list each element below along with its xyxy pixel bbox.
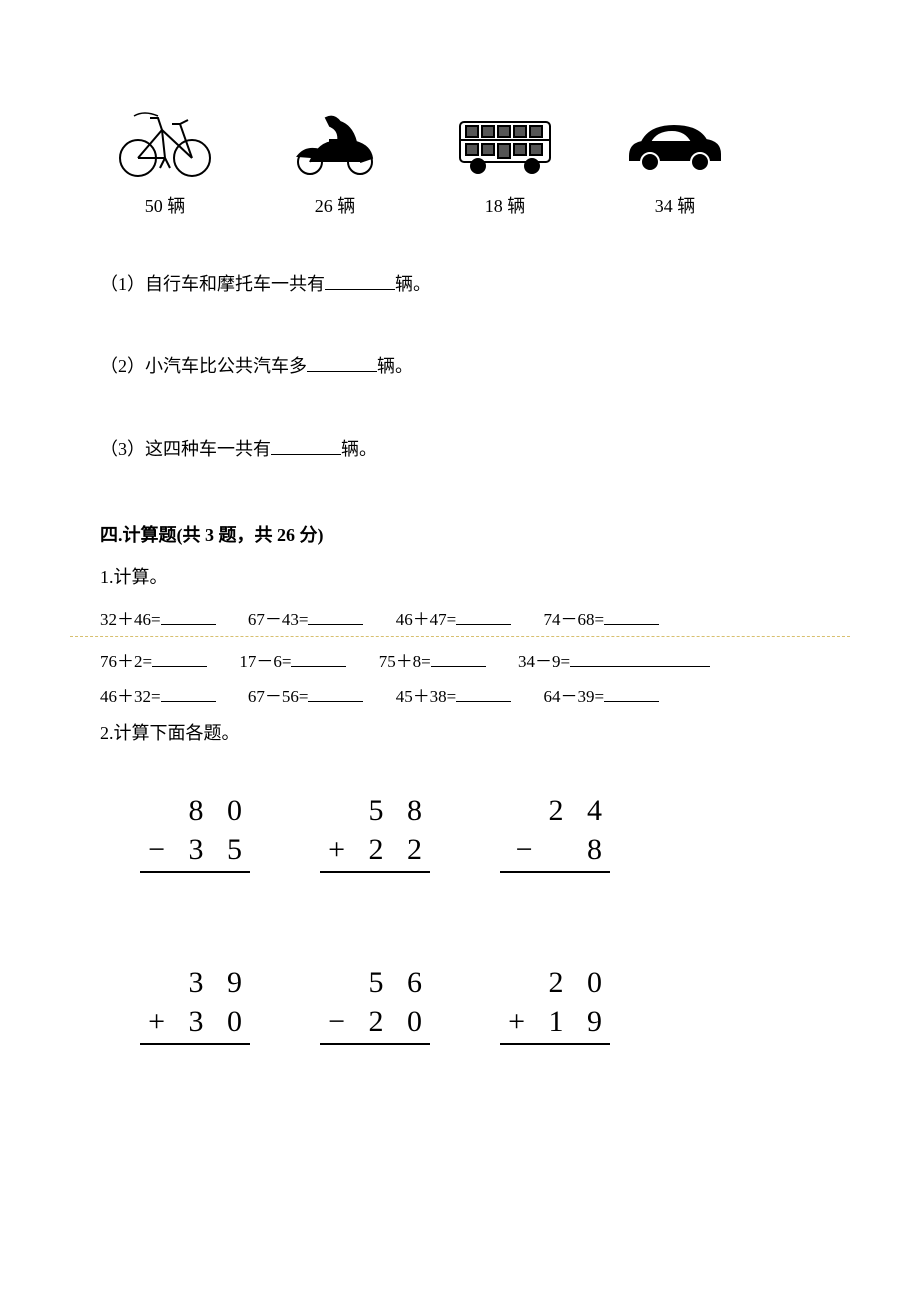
q3-text-b: 辆。 (341, 439, 377, 459)
r3d: 64－39= (544, 687, 605, 706)
r1d: 74－68= (544, 610, 605, 629)
q2-text-b: 辆。 (377, 356, 413, 376)
vprob-2-2: 5 6 − 2 0 (320, 963, 430, 1045)
r1a-blank (161, 608, 216, 625)
vp13-underline (500, 871, 610, 873)
r1d-blank (604, 608, 659, 625)
dotted-divider (70, 636, 850, 637)
q2-text-a: （2）小汽车比公共汽车多 (100, 356, 307, 376)
vp22-top: 5 6 (320, 963, 430, 1002)
scooter-icon (280, 100, 390, 180)
r2a: 76＋2= (100, 652, 152, 671)
vprob-1-2: 5 8 + 2 2 (320, 791, 430, 873)
r1c-blank (456, 608, 511, 625)
bus-label: 18 辆 (485, 192, 526, 218)
question-1: （1）自行车和摩托车一共有 辆。 (100, 268, 820, 300)
vp12-underline (320, 871, 430, 873)
q1-text-b: 辆。 (395, 274, 431, 294)
vertical-set-2: 3 9 + 3 0 5 6 − 2 0 2 0 + 1 9 (100, 963, 820, 1045)
vp21-top: 3 9 (140, 963, 250, 1002)
vehicle-car: 34 辆 (620, 100, 730, 218)
bicycle-icon (110, 100, 220, 180)
vertical-set-1: 8 0 − 3 5 5 8 + 2 2 2 4 − 8 (100, 791, 820, 873)
q1-blank (325, 272, 395, 290)
r3a: 46＋32= (100, 687, 161, 706)
r3b-blank (308, 685, 363, 702)
r2b-blank (291, 650, 346, 667)
r3c: 45＋38= (396, 687, 457, 706)
vp12-top: 5 8 (320, 791, 430, 830)
calc-row-1: 32＋46= 67－43= 46＋47= 74－68= (100, 605, 820, 630)
vp21-underline (140, 1043, 250, 1045)
vprob-1-3: 2 4 − 8 (500, 791, 610, 873)
section4-sub2: 2.计算下面各题。 (100, 715, 820, 751)
r2d-blank (570, 650, 710, 667)
section4-sub1: 1.计算。 (100, 559, 820, 595)
r2a-blank (152, 650, 207, 667)
r3b: 67－56= (248, 687, 309, 706)
r3a-blank (161, 685, 216, 702)
vp22-bot: − 2 0 (320, 1002, 430, 1041)
question-2: （2）小汽车比公共汽车多 辆。 (100, 350, 820, 382)
question-3: （3）这四种车一共有 辆。 (100, 433, 820, 465)
bicycle-label: 50 辆 (145, 192, 186, 218)
section4-title: 四.计算题(共 3 题，共 26 分) (100, 521, 820, 547)
r2c-blank (431, 650, 486, 667)
vp11-top: 8 0 (140, 791, 250, 830)
vp13-bot: − 8 (500, 830, 610, 869)
vp11-underline (140, 871, 250, 873)
car-icon (620, 100, 730, 180)
r3d-blank (604, 685, 659, 702)
vp23-bot: + 1 9 (500, 1002, 610, 1041)
vp11-bot: − 3 5 (140, 830, 250, 869)
vp22-underline (320, 1043, 430, 1045)
r2c: 75＋8= (379, 652, 431, 671)
q3-blank (271, 437, 341, 455)
calc-row-2: 76＋2= 17－6= 75＋8= 34－9= (100, 647, 820, 672)
scooter-label: 26 辆 (315, 192, 356, 218)
bus-icon (450, 100, 560, 180)
r2d: 34－9= (518, 652, 570, 671)
vp12-bot: + 2 2 (320, 830, 430, 869)
vprob-2-3: 2 0 + 1 9 (500, 963, 610, 1045)
vehicle-scooter: 26 辆 (280, 100, 390, 218)
calc-row-3: 46＋32= 67－56= 45＋38= 64－39= (100, 682, 820, 707)
r3c-blank (456, 685, 511, 702)
vprob-1-1: 8 0 − 3 5 (140, 791, 250, 873)
vp13-top: 2 4 (500, 791, 610, 830)
r1b: 67－43= (248, 610, 309, 629)
vp23-underline (500, 1043, 610, 1045)
r1a: 32＋46= (100, 610, 161, 629)
r1b-blank (308, 608, 363, 625)
car-label: 34 辆 (655, 192, 696, 218)
vehicle-row: 50 辆 26 辆 (100, 100, 820, 218)
q1-text-a: （1）自行车和摩托车一共有 (100, 274, 325, 294)
q2-blank (307, 354, 377, 372)
r1c: 46＋47= (396, 610, 457, 629)
r2b: 17－6= (239, 652, 291, 671)
vprob-2-1: 3 9 + 3 0 (140, 963, 250, 1045)
vehicle-bicycle: 50 辆 (110, 100, 220, 218)
vp21-bot: + 3 0 (140, 1002, 250, 1041)
vehicle-bus: 18 辆 (450, 100, 560, 218)
q3-text-a: （3）这四种车一共有 (100, 439, 271, 459)
vp23-top: 2 0 (500, 963, 610, 1002)
